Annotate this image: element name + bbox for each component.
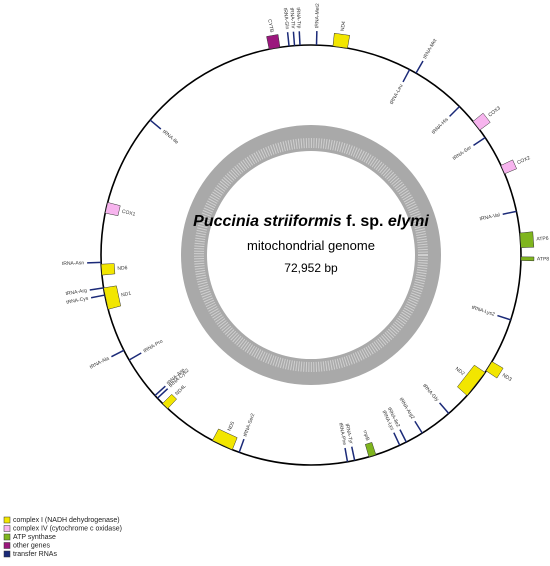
gene-label: COX2 — [516, 155, 531, 166]
gene-label: tRNA-Pro — [143, 338, 165, 354]
legend: complex I (NADH dehydrogenase)complex IV… — [4, 517, 122, 558]
gene-label: tRNA-Cys — [66, 296, 89, 306]
gene-label: ATP8 — [537, 256, 549, 262]
middle: f. sp. — [346, 213, 383, 230]
gene-label: tRNA-Ile — [161, 129, 179, 146]
gene-label: ND4 — [340, 21, 347, 32]
trna-mark — [157, 389, 167, 399]
trna-mark — [150, 120, 161, 129]
gene-label: tRNA-Met — [422, 38, 438, 61]
trna-mark — [239, 439, 244, 452]
gene-label: COX1 — [121, 209, 136, 218]
gene-block — [267, 34, 280, 49]
trna-mark — [394, 433, 400, 446]
legend-label: other genes — [13, 542, 50, 549]
gene-label: tRNA-Arg2 — [398, 397, 416, 421]
gene-block — [105, 202, 120, 215]
gene-label: tRNA-Met2 — [314, 3, 321, 28]
gene-label: tRNA-His — [431, 116, 450, 135]
gene-label: tRNA-Trp — [295, 7, 302, 28]
gene-label: ND3 — [501, 372, 513, 383]
trna-mark — [90, 288, 104, 290]
gene-label: ND2 — [454, 366, 466, 377]
gene-label: tRNA-Gly — [421, 383, 440, 403]
gene-label: tRNA-Leu — [389, 83, 405, 105]
legend-swatch — [4, 543, 10, 549]
legend-swatch — [4, 526, 10, 532]
gene-block — [520, 232, 534, 248]
gene-label: COX3 — [487, 105, 502, 118]
gene-label: ND1 — [121, 291, 132, 299]
trna-mark — [345, 448, 347, 462]
trna-mark — [111, 350, 123, 356]
genome-size: 72,952 bp — [284, 261, 338, 275]
legend-label: complex I (NADH dehydrogenase) — [13, 517, 120, 524]
variety: elymi — [388, 213, 429, 230]
trna-mark — [415, 421, 422, 433]
gene-label: tRNA-Ala — [89, 356, 110, 371]
gene-label: ND6 — [117, 265, 128, 272]
trna-mark — [450, 107, 460, 117]
gene-block — [473, 113, 490, 130]
trna-mark — [352, 447, 355, 461]
legend-swatch — [4, 534, 10, 540]
subtitle: mitochondrial genome — [247, 238, 375, 253]
title: Puccinia striiformis f. sp. elymi — [193, 213, 429, 230]
trna-mark — [293, 32, 294, 46]
trna-mark — [503, 211, 517, 214]
gene-label: ND5 — [227, 420, 237, 432]
gene-label: ATP6 — [536, 236, 549, 243]
gene-label: tRNA-Ser — [452, 145, 473, 162]
gene-label: tRNA-Ser2 — [242, 413, 256, 438]
trna-mark — [91, 295, 105, 298]
trna-mark — [155, 386, 165, 395]
trna-mark — [403, 70, 410, 82]
trna-mark — [129, 353, 141, 360]
gene-block — [101, 264, 115, 276]
gene-block — [486, 362, 503, 378]
gene-label: tRNA-Val — [479, 212, 500, 222]
legend-swatch — [4, 551, 10, 557]
trna-mark — [288, 32, 289, 46]
legend-label: ATP synthase — [13, 534, 56, 541]
legend-label: transfer RNAs — [13, 551, 57, 558]
trna-mark — [440, 403, 449, 414]
gene-block — [104, 286, 121, 310]
trna-mark — [473, 138, 485, 146]
gene-label: rnpB — [361, 430, 370, 442]
gene-label: CYTB — [266, 19, 274, 34]
gene-block — [365, 442, 376, 457]
legend-label: complex IV (cytochrome c oxidase) — [13, 525, 122, 532]
gene-block — [521, 257, 534, 261]
gene-label: ND4L — [174, 383, 187, 397]
trna-mark — [299, 31, 300, 45]
gene-block — [333, 33, 350, 48]
gene-label: tRNA-Asn — [62, 260, 85, 267]
legend-swatch — [4, 517, 10, 523]
species: Puccinia striiformis — [193, 213, 342, 230]
trna-mark — [416, 61, 423, 73]
trna-mark — [400, 430, 406, 442]
gene-label: tRNA-Lys2 — [471, 305, 496, 318]
trna-mark — [497, 316, 510, 320]
